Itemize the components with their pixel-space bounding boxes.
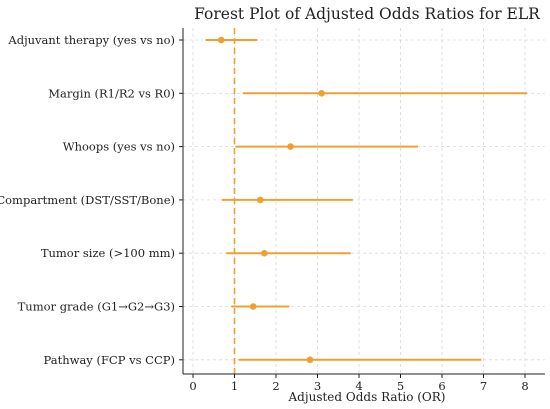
x-tick-label: 1 [231,379,238,393]
category-label: Pathway (FCP vs CCP) [44,353,176,367]
category-label: Tumor grade (G1→G2→G3) [18,300,175,314]
or-point [261,249,268,257]
category-label: Whoops (yes vs no) [63,140,175,154]
or-point [217,36,225,44]
data-marks [205,36,528,364]
x-axis-label: Adjusted Odds Ratio (OR) [288,390,446,404]
category-label: Margin (R1/R2 vs R0) [48,86,175,100]
chart-title: Forest Plot of Adjusted Odds Ratios for … [194,5,541,23]
x-tick-label: 6 [438,379,445,393]
category-label: Adjuvant therapy (yes vs no) [7,33,175,47]
or-point [306,356,314,364]
or-point [249,303,257,310]
or-point [256,196,264,204]
x-axis: 0 1 2 3 4 5 6 7 8 [179,28,545,393]
grid [183,28,545,374]
x-tick-label: 2 [272,379,279,393]
x-tick-label: 7 [480,379,487,393]
or-point [287,143,294,150]
category-labels: Adjuvant therapy (yes vs no) Margin (R1/R… [0,33,175,367]
x-tick-label: 4 [355,379,362,393]
or-point [318,90,325,97]
x-tick-label: 3 [314,379,321,393]
x-tick-label: 5 [397,379,404,393]
x-tick-label: 8 [521,379,528,393]
x-tick-label: 0 [189,379,196,393]
category-label: Tumor size (>100 mm) [41,246,175,260]
category-label: Compartment (DST/SST/Bone) [0,193,175,207]
